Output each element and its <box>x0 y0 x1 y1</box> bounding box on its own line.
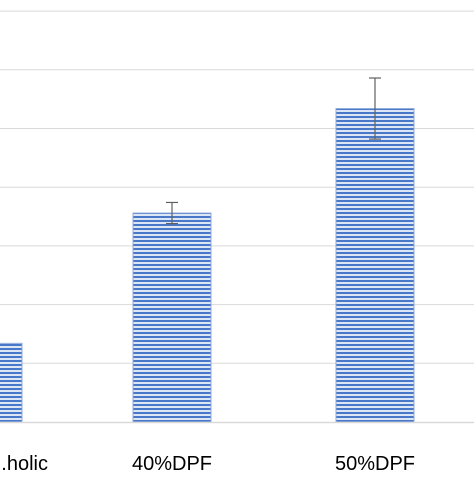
bars <box>0 108 415 423</box>
gridlines <box>0 10 474 364</box>
error-bar-2 <box>369 77 381 140</box>
category-label-0: ...holic <box>0 453 48 474</box>
bar-2 <box>335 108 415 423</box>
error-bars <box>166 77 381 225</box>
category-label-1: 40%DPF <box>132 453 212 474</box>
bar-1 <box>132 212 212 423</box>
category-label-2: 50%DPF <box>335 453 415 474</box>
bar-0 <box>0 342 23 423</box>
error-bar-1 <box>166 201 178 225</box>
category-labels: ...holic 40%DPF 50%DPF <box>0 453 415 475</box>
